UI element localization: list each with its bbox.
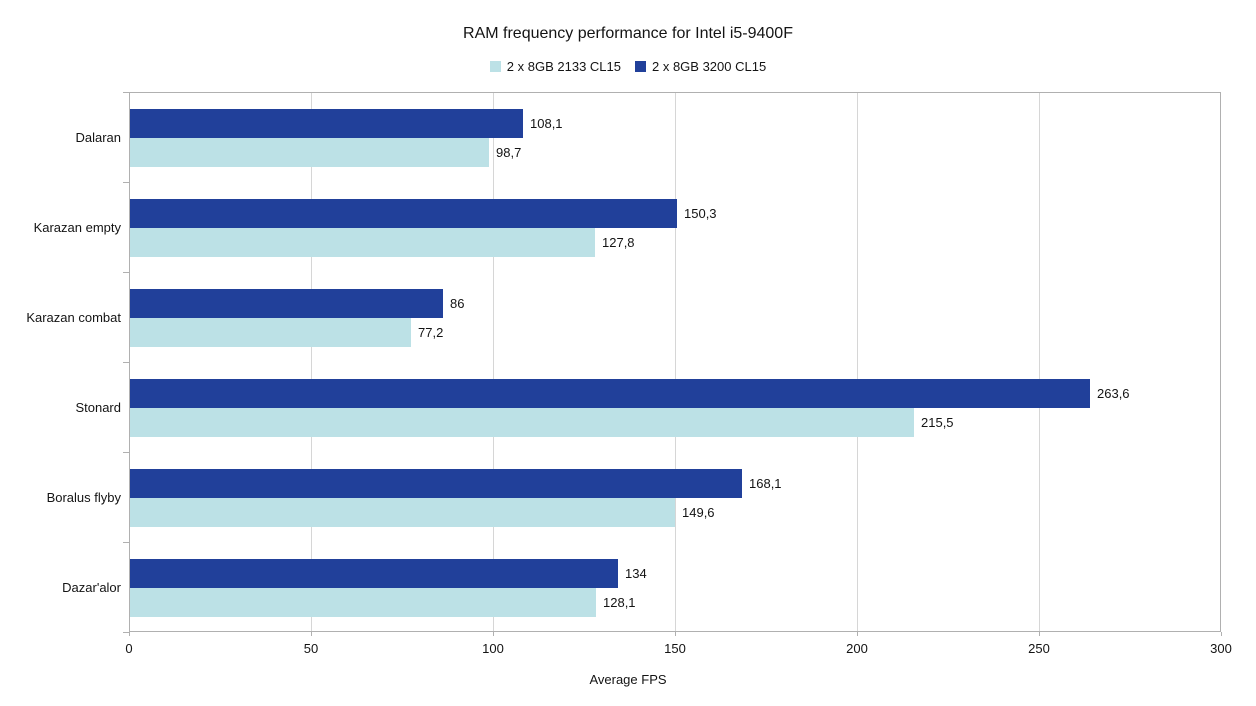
bar	[130, 469, 742, 498]
bar	[130, 498, 675, 527]
y-axis-tick	[123, 632, 129, 633]
y-axis-tick	[123, 272, 129, 273]
category-label: Karazan combat	[26, 309, 121, 325]
bar	[130, 199, 677, 228]
value-label: 86	[450, 296, 465, 311]
value-label: 150,3	[684, 206, 717, 221]
x-tick-label: 150	[664, 641, 686, 656]
bar	[130, 228, 595, 257]
value-label: 77,2	[418, 325, 444, 340]
value-label: 168,1	[749, 476, 782, 491]
x-axis-tick	[129, 632, 130, 636]
chart-title: RAM frequency performance for Intel i5-9…	[463, 25, 793, 42]
value-label: 128,1	[603, 595, 636, 610]
bar	[130, 379, 1090, 408]
legend-item-2133: 2 x 8GB 2133 CL15	[489, 59, 621, 74]
legend-label-2133: 2 x 8GB 2133 CL15	[506, 59, 621, 74]
x-axis-tick	[675, 632, 676, 636]
gridline	[857, 93, 858, 631]
x-tick-label: 300	[1210, 641, 1232, 656]
bar	[130, 559, 618, 588]
value-label: 215,5	[921, 415, 954, 430]
x-tick-label: 100	[482, 641, 504, 656]
x-tick-label: 200	[846, 641, 868, 656]
y-axis-tick	[123, 92, 129, 93]
x-tick-label: 0	[125, 641, 133, 656]
category-label: Dazar'alor	[62, 579, 121, 595]
x-axis-tick	[857, 632, 858, 636]
bar	[130, 318, 411, 347]
legend-swatch-2133-icon	[489, 61, 501, 72]
legend-label-3200: 2 x 8GB 3200 CL15	[652, 59, 767, 74]
plot-area: 108,1 98,7 150,3 127,8 86 77,2 263,6 215,5 168,1…	[129, 92, 1221, 632]
y-axis-tick	[123, 452, 129, 453]
x-axis-tick	[311, 632, 312, 636]
bar	[130, 109, 523, 138]
gridline	[675, 93, 676, 631]
value-label: 134	[625, 566, 647, 581]
category-label: Boralus flyby	[46, 489, 121, 505]
category-label: Dalaran	[75, 129, 121, 145]
y-axis-tick	[123, 362, 129, 363]
gridline	[311, 93, 312, 631]
x-axis-tick	[493, 632, 494, 636]
x-tick-label: 250	[1028, 641, 1050, 656]
bar	[130, 588, 596, 617]
bar	[130, 289, 443, 318]
y-axis-tick	[123, 542, 129, 543]
category-label: Stonard	[75, 399, 121, 415]
category-label: Karazan empty	[33, 219, 121, 235]
y-axis-tick	[123, 182, 129, 183]
x-axis-tick	[1039, 632, 1040, 636]
legend-swatch-3200-icon	[635, 61, 646, 72]
gridline	[1039, 93, 1040, 631]
value-label: 127,8	[602, 235, 635, 250]
x-axis-tick	[1221, 632, 1222, 636]
x-tick-label: 50	[303, 641, 319, 656]
value-label: 98,7	[496, 145, 522, 160]
bar	[130, 408, 914, 437]
value-label: 108,1	[530, 116, 563, 131]
legend: 2 x 8GB 2133 CL15 2 x 8GB 3200 CL15	[0, 59, 1256, 74]
legend-item-3200: 2 x 8GB 3200 CL15	[635, 59, 766, 74]
value-label: 263,6	[1097, 386, 1130, 401]
value-label: 149,6	[682, 505, 715, 520]
bar	[130, 138, 489, 167]
x-axis-title: Average FPS	[589, 672, 667, 687]
gridline	[493, 93, 494, 631]
